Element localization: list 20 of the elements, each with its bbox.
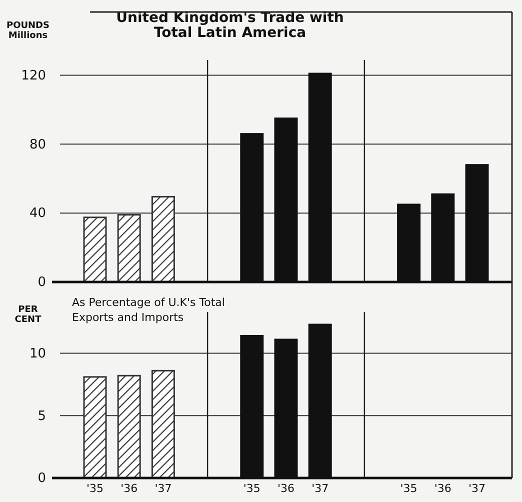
y-tick-label: 10	[29, 346, 46, 362]
y-tick-label: 0	[38, 471, 46, 486]
x-tick-label: '35	[243, 482, 260, 495]
chart-title: United Kingdom's Trade with Total Latin America	[116, 10, 344, 41]
y-axis-title: PER CENT	[14, 305, 42, 325]
x-tick-label: '37	[312, 482, 329, 495]
y-tick-label: 80	[29, 137, 46, 152]
y-axis-title: POUNDS Millions	[6, 21, 50, 41]
chart-title: As Percentage of U.K's Total Exports and Imports	[72, 296, 225, 324]
y-tick-label: 40	[29, 206, 46, 222]
y-tick-label: 5	[38, 408, 46, 424]
x-tick-label: '36	[277, 482, 295, 495]
x-tick-label: '35	[86, 482, 104, 495]
y-tick-label: 0	[38, 275, 46, 290]
x-tick-label: '37	[468, 482, 486, 495]
x-tick-label: '35	[400, 482, 418, 495]
x-tick-label: '37	[154, 482, 172, 495]
x-tick-label: '36	[120, 482, 138, 495]
x-tick-label: '36	[434, 482, 452, 495]
y-tick-label: 120	[21, 68, 46, 84]
